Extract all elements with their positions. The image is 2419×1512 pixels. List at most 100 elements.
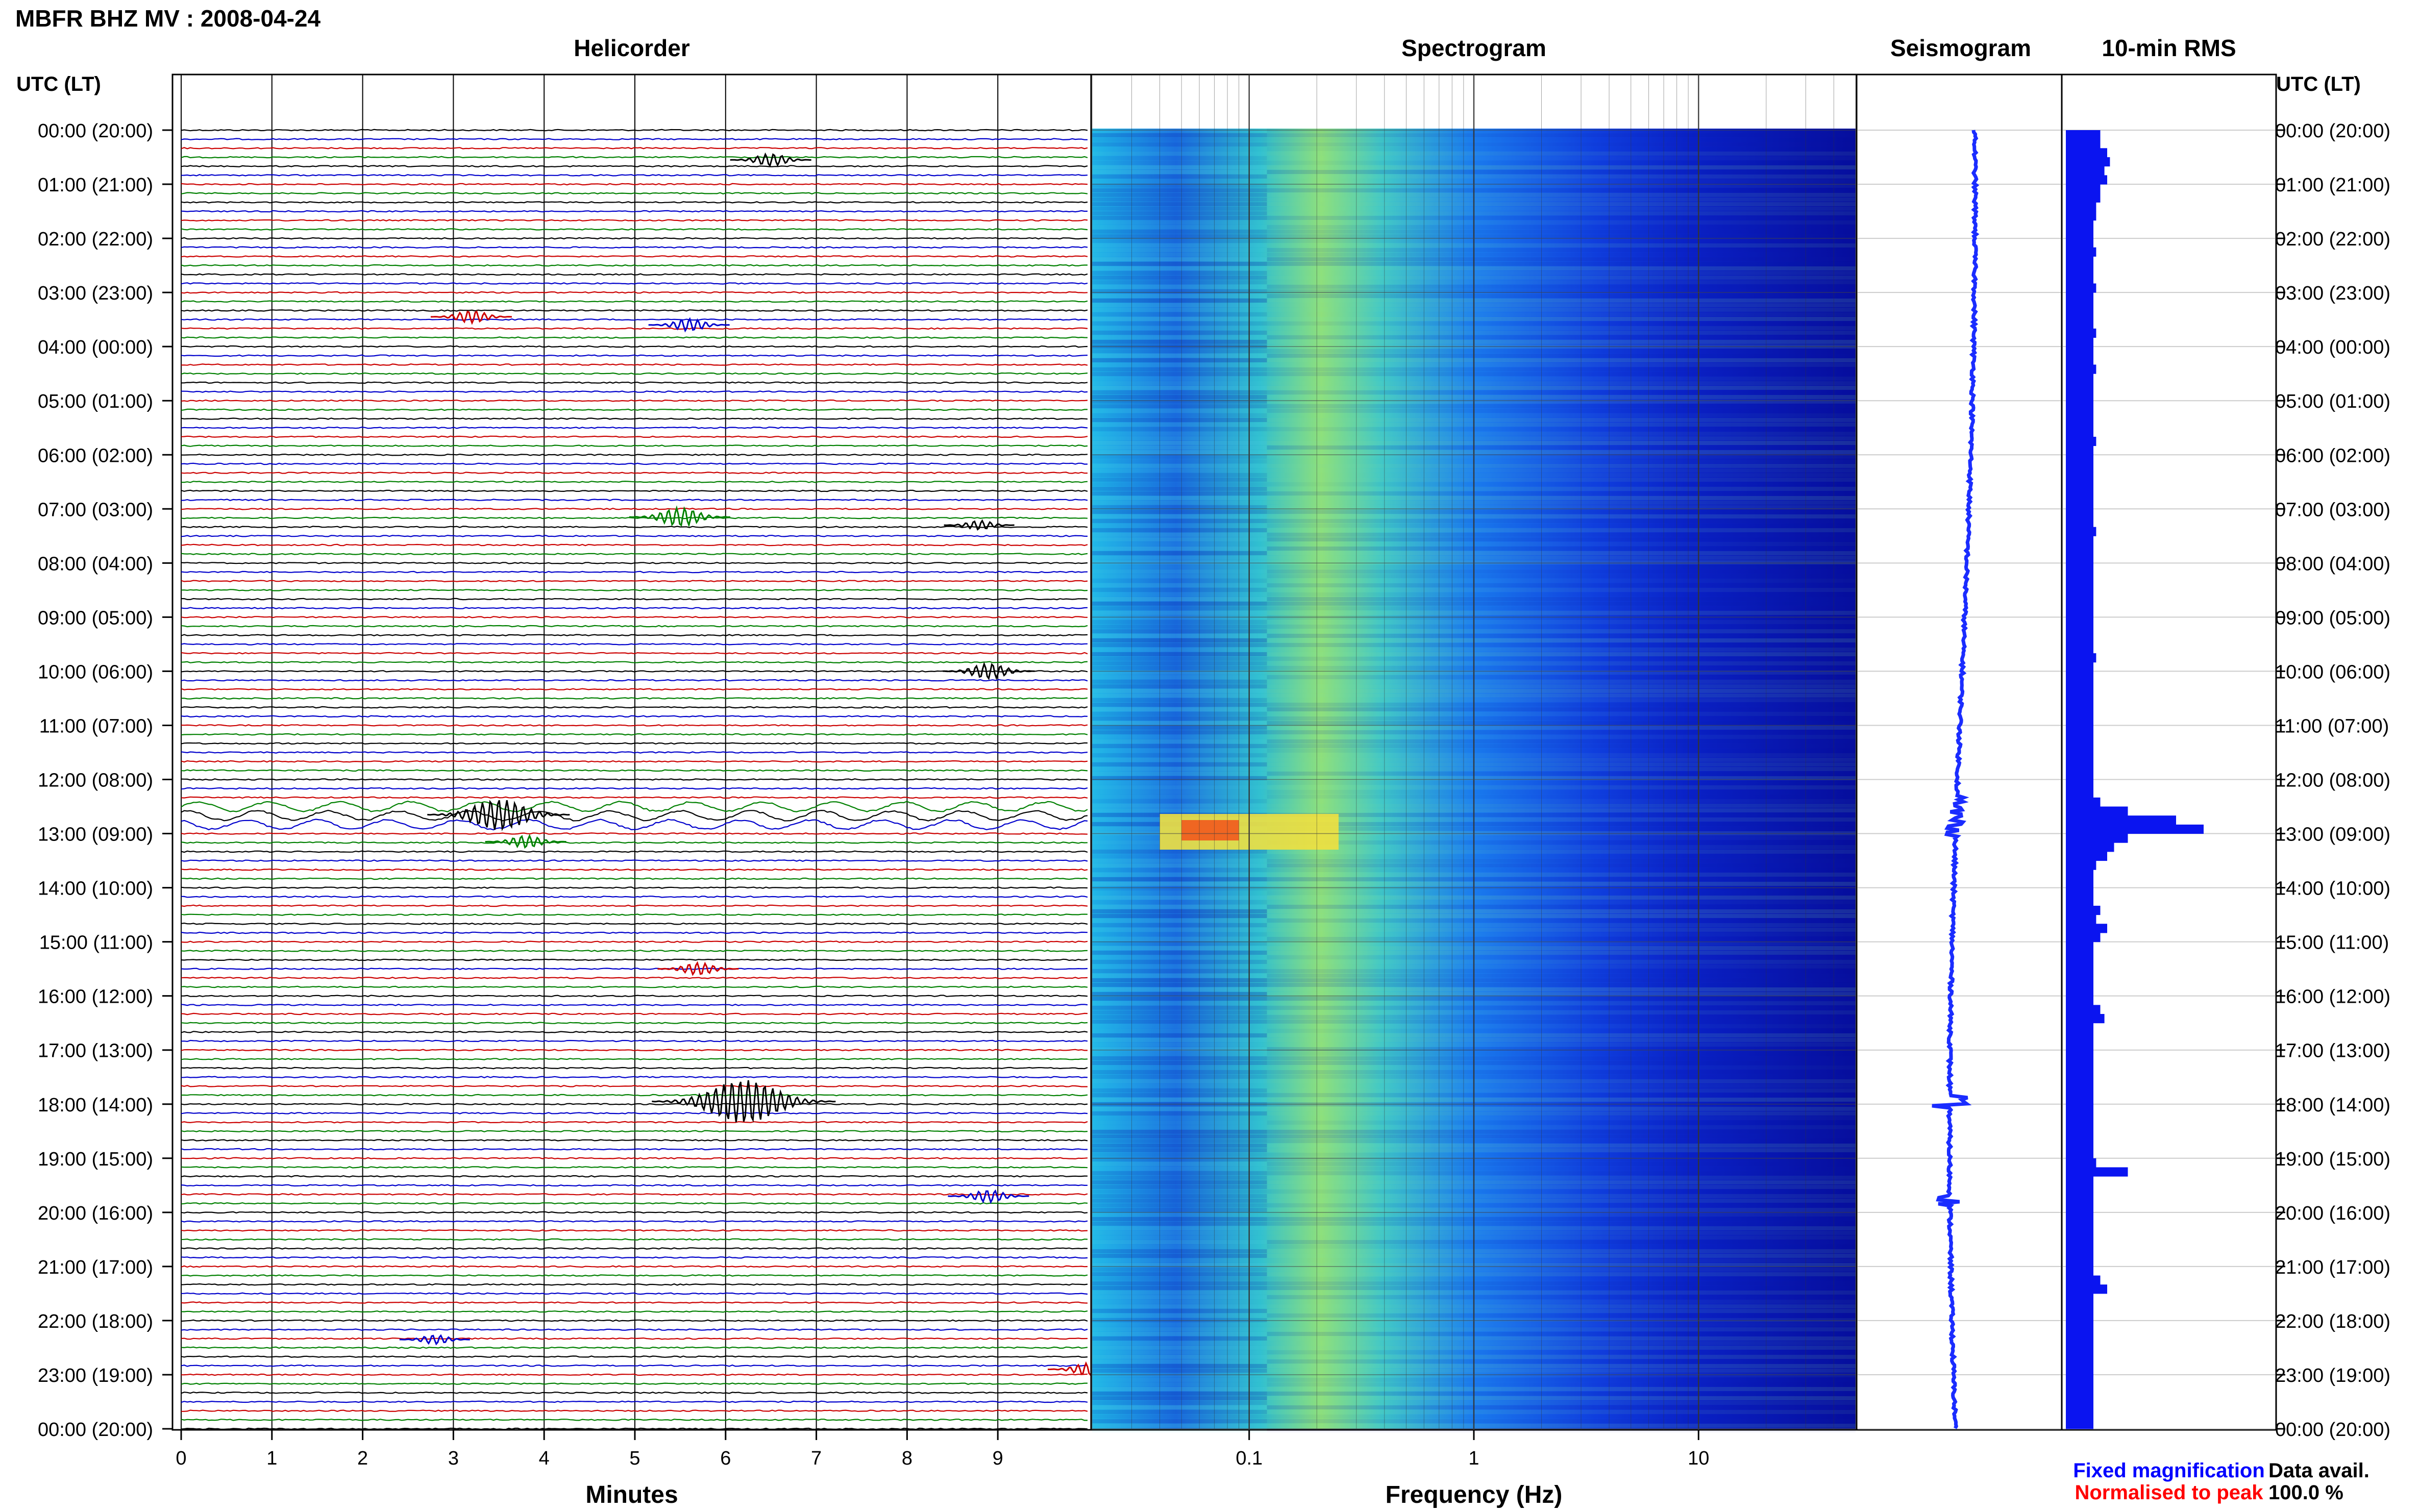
spectrogram-stripe <box>1092 363 1267 367</box>
spectrogram-stripe <box>1092 652 1267 656</box>
spectrogram-stripe <box>1267 863 1856 867</box>
helicorder-trace-line <box>181 850 1088 853</box>
spectrogram-stripe <box>1092 129 1267 133</box>
spectrogram-stripe <box>1267 1038 1856 1042</box>
spectrogram-stripe <box>1092 390 1267 394</box>
rms-bar <box>2066 256 2093 266</box>
spectrogram-stripe <box>1092 569 1267 574</box>
spectrogram-stripe <box>1092 427 1267 431</box>
spectrogram-stripe <box>1092 207 1267 211</box>
spectrogram-stripe <box>1267 179 1856 183</box>
spectrogram-stripe <box>1092 657 1267 661</box>
spectrogram-stripe <box>1267 955 1856 959</box>
spectrogram-stripe <box>1267 992 1856 996</box>
spectrogram-stripe <box>1092 1277 1267 1281</box>
rms-bar <box>2066 157 2110 167</box>
spectrogram-stripe <box>1092 551 1267 555</box>
helicorder-trace-line <box>181 1121 1088 1124</box>
spectrogram-stripe <box>1267 1116 1856 1120</box>
spectrogram-stripe <box>1267 1088 1856 1093</box>
rms-bar <box>2066 1149 2093 1159</box>
spectrogram-stripe <box>1267 886 1856 890</box>
rms-bar <box>2066 536 2093 546</box>
spectrogram-stripe <box>1267 565 1856 569</box>
rms-bar <box>2066 310 2093 320</box>
spectrogram-stripe <box>1267 377 1856 381</box>
spectrogram-stripe <box>1092 445 1267 450</box>
spectrogram-stripe <box>1092 859 1267 863</box>
rms-bar <box>2066 247 2096 257</box>
seismogram-title: Seismogram <box>1890 35 2031 61</box>
spectrogram-stripe <box>1092 776 1267 780</box>
spectrogram-stripe <box>1267 1001 1856 1005</box>
rms-bar <box>2066 319 2093 329</box>
spectrogram-stripe <box>1092 1176 1267 1180</box>
rms-bar <box>2066 581 2093 590</box>
spectrogram-stripe <box>1267 1185 1856 1189</box>
spectrogram-stripe <box>1267 1061 1856 1065</box>
spectrogram-stripe <box>1267 762 1856 766</box>
time-tick-label-right: 09:00 (05:00) <box>2275 607 2390 629</box>
spectrogram-stripe <box>1267 689 1856 693</box>
rms-bar <box>2066 1158 2096 1168</box>
helicorder-trace-line <box>181 1427 1088 1430</box>
spectrogram-stripe <box>1267 427 1856 431</box>
helicorder-traces <box>181 129 1088 1430</box>
spectrogram-stripe <box>1267 363 1856 367</box>
spectrogram-stripe <box>1092 257 1267 261</box>
spectrogram-stripe <box>1267 1203 1856 1207</box>
spectrogram-stripe <box>1092 303 1267 307</box>
spectrogram-stripe <box>1092 932 1267 936</box>
spectrogram-stripe <box>1092 358 1267 362</box>
spectrogram-stripe <box>1092 1300 1267 1304</box>
spectrogram-stripe <box>1092 643 1267 647</box>
spectrogram-stripe <box>1267 1336 1856 1341</box>
spectrogram-stripe <box>1267 891 1856 895</box>
spectrogram-stripe <box>1267 193 1856 197</box>
helicorder-trace-line <box>181 886 1088 889</box>
spectrogram-stripe <box>1092 386 1267 390</box>
rms-bar <box>2066 797 2101 807</box>
helicorder-trace-line <box>181 1382 1088 1385</box>
spectrogram-stripe <box>1267 478 1856 482</box>
helicorder-trace-line <box>181 507 1088 510</box>
spectrogram-stripe <box>1092 280 1267 284</box>
spectrogram-stripe <box>1092 753 1267 757</box>
spectrogram-stripe <box>1092 698 1267 702</box>
rms-bar <box>2066 897 2093 906</box>
spectrogram-stripe <box>1267 845 1856 849</box>
spectrogram-stripe <box>1267 928 1856 932</box>
spectrogram-stripe <box>1092 863 1267 867</box>
spectrogram-stripe <box>1267 817 1856 822</box>
time-tick-label-right: 12:00 (08:00) <box>2275 770 2390 791</box>
spectrogram-stripe <box>1092 1153 1267 1157</box>
chart-title: MBFR BHZ MV : 2008-04-24 <box>15 5 321 32</box>
minute-tick-label: 0 <box>176 1448 186 1469</box>
rms-bar <box>2066 265 2093 275</box>
minutes-ticks: 0 1 2 3 4 5 6 7 8 9 <box>176 1430 1003 1469</box>
rms-bar <box>2066 941 2093 951</box>
spectrogram-stripe <box>1092 1401 1267 1405</box>
rms-bar <box>2066 1383 2093 1393</box>
rms-bar <box>2066 572 2093 582</box>
spectrogram-stripe <box>1267 1084 1856 1088</box>
spectrogram-stripe <box>1092 1272 1267 1276</box>
spectrogram-stripe <box>1092 1029 1267 1033</box>
helicorder-trace-line <box>181 589 1088 591</box>
spectrogram-stripe <box>1092 606 1267 610</box>
helicorder-trace-line <box>181 1003 1088 1006</box>
spectrogram-stripe <box>1092 1323 1267 1327</box>
helicorder-trace-line <box>181 156 1088 159</box>
spectrogram-stripe <box>1092 1203 1267 1207</box>
helicorder-trace-line <box>181 1012 1088 1015</box>
spectrogram-stripe <box>1092 193 1267 197</box>
time-tick-label-right: 21:00 (17:00) <box>2275 1257 2390 1278</box>
rms-bar <box>2066 924 2107 933</box>
spectrogram-stripe <box>1092 478 1267 482</box>
helicorder-trace-line <box>181 1166 1088 1169</box>
rms-bar <box>2066 1420 2093 1429</box>
time-tick-label-left: 15:00 (11:00) <box>39 932 153 954</box>
spectrogram-stripe <box>1267 459 1856 463</box>
spectrogram-time-stripes <box>1092 129 1856 1432</box>
rms-bar <box>2066 436 2096 447</box>
